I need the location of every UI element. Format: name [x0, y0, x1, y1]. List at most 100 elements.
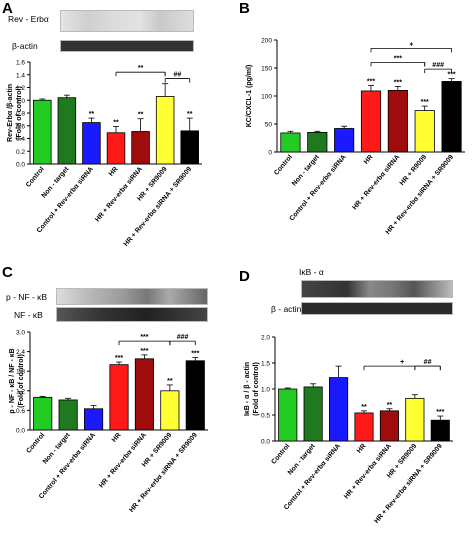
y-axis-label: (Fold of control): [16, 86, 23, 140]
y-tick-label: 3.0: [16, 330, 25, 337]
y-tick-label: 0.0: [16, 428, 25, 435]
western-blot-bottom: [60, 40, 194, 52]
significance-label: ***: [436, 409, 444, 416]
bar: [329, 377, 349, 442]
bar: [82, 122, 101, 165]
panel-letter: A: [2, 0, 13, 17]
bar: [57, 97, 77, 165]
x-tick-label: Control + Rev-erbα siRNA: [289, 154, 348, 223]
x-tick-label: HR: [108, 166, 120, 178]
blot-label-bottom: β-actin: [12, 41, 38, 51]
y-tick-label: 0: [268, 150, 272, 157]
bracket-label: +: [400, 359, 404, 366]
bracket-label: ***: [140, 334, 148, 341]
y-tick-label: 200: [261, 38, 272, 45]
panel-letter: D: [239, 268, 250, 285]
significance-label: ***: [394, 79, 402, 86]
bar: [180, 130, 199, 165]
bar: [33, 99, 52, 165]
bar: [278, 388, 298, 442]
bar: [160, 390, 180, 431]
panel-c: C p - NF - κB NF - κB 0.0 0.6 1.2 1.8 2.4 3.0…: [0, 262, 237, 543]
y-tick-label: 1.4: [16, 72, 25, 79]
y-tick-label: 0.0: [16, 162, 25, 169]
y-axis-label: KC/CXCL-1 (pg/ml): [246, 65, 253, 128]
bar: [280, 132, 301, 153]
significance-label: **: [113, 119, 119, 126]
significance-label: ***: [421, 99, 429, 106]
bracket-label: ##: [424, 359, 432, 366]
blot-label-bottom: β - actin: [271, 304, 302, 314]
panel-letter: B: [239, 0, 250, 17]
blot-label-top: Rev - Erbα: [8, 14, 49, 24]
significance-label: ***: [115, 355, 123, 362]
blot-label-top: p - NF - κB: [6, 292, 48, 302]
bar: [354, 412, 374, 442]
y-axis-label: IκB - α / β - actin: [244, 362, 251, 416]
y-tick-label: 50: [265, 122, 273, 129]
bar: [303, 386, 323, 442]
significance-label: **: [167, 378, 173, 385]
bar: [379, 410, 399, 442]
western-blot-bottom: [56, 307, 208, 322]
western-blot-top: [60, 10, 194, 32]
bracket-label: ***: [394, 55, 402, 62]
significance-label: ***: [447, 72, 455, 79]
bar: [155, 96, 175, 165]
panel-b: B 0 50 100 150 200 KC/CXCL-1 (pg/ml) Control No…: [237, 0, 474, 260]
bracket-label: ###: [177, 334, 189, 341]
y-tick-label: 1.5: [261, 361, 270, 368]
y-tick-label: 1.0: [261, 387, 270, 394]
significance-label: ***: [140, 348, 148, 355]
y-axis-label: (Fold of control): [253, 362, 260, 416]
y-tick-label: 1.2: [16, 388, 25, 395]
x-tick-label: HR: [111, 432, 123, 444]
panel-d: D IκB - α β - actin 0.0 0.5 1.0 1.5 2.0 IκB -…: [237, 262, 474, 543]
chart-c: 0.0 0.6 1.2 1.8 2.4 3.0 p - NF - κB / NF - κB(…: [9, 330, 208, 514]
x-tick-label: Control: [270, 443, 291, 466]
bar: [131, 131, 150, 165]
x-tick-label: Non - target: [291, 153, 321, 187]
y-tick-label: 0.4: [16, 136, 25, 143]
bar: [387, 90, 408, 153]
y-tick-label: 2.0: [261, 335, 270, 342]
x-tick-label: HR + R9009: [399, 154, 429, 187]
bar: [360, 90, 382, 153]
bar: [307, 131, 328, 153]
bracket-label: +: [409, 41, 413, 48]
y-axis-label: Rev-Erbα /β-actin: [7, 84, 14, 142]
chart-b: 0 50 100 150 200 KC/CXCL-1 (pg/ml) ControlNon …: [246, 38, 465, 236]
x-tick-label: HR + Rev-erbα siRNA: [351, 154, 401, 212]
x-tick-label: Control: [25, 432, 46, 455]
panel-letter: C: [2, 264, 13, 281]
bar: [441, 81, 462, 153]
y-tick-label: 0.6: [16, 123, 25, 130]
bar: [414, 110, 435, 153]
western-blot-top: [56, 288, 208, 305]
bar: [58, 399, 78, 431]
bracket-label: **: [138, 65, 144, 72]
y-axis-label: (Fold of control): [18, 354, 25, 408]
x-tick-label: Control: [273, 154, 294, 177]
significance-label: **: [387, 402, 393, 409]
significance-label: ***: [367, 78, 375, 85]
y-tick-label: 0.5: [261, 413, 270, 420]
y-tick-label: 0.2: [16, 149, 25, 156]
y-tick-label: 0.8: [16, 111, 25, 118]
x-tick-label: HR: [363, 154, 375, 166]
y-tick-label: 0.0: [261, 439, 270, 446]
bar: [106, 132, 126, 165]
y-axis-label: p - NF - κB / NF - κB: [9, 348, 16, 413]
significance-label: **: [361, 404, 367, 411]
y-tick-label: 1.0: [16, 98, 25, 105]
significance-label: **: [89, 111, 95, 118]
bar: [405, 397, 425, 442]
bar: [109, 364, 129, 431]
y-tick-label: 0.6: [16, 408, 25, 415]
chart-d: 0.0 0.5 1.0 1.5 2.0 IκB - α / β - actin (Fold …: [244, 335, 453, 525]
bracket-label: ###: [432, 62, 444, 69]
x-tick-label: HR + Rev-erbα siRNA: [98, 432, 148, 490]
x-tick-label: Control + Rev-erbα siRNA: [283, 443, 342, 512]
y-tick-label: 150: [261, 66, 272, 73]
bar: [334, 128, 355, 153]
